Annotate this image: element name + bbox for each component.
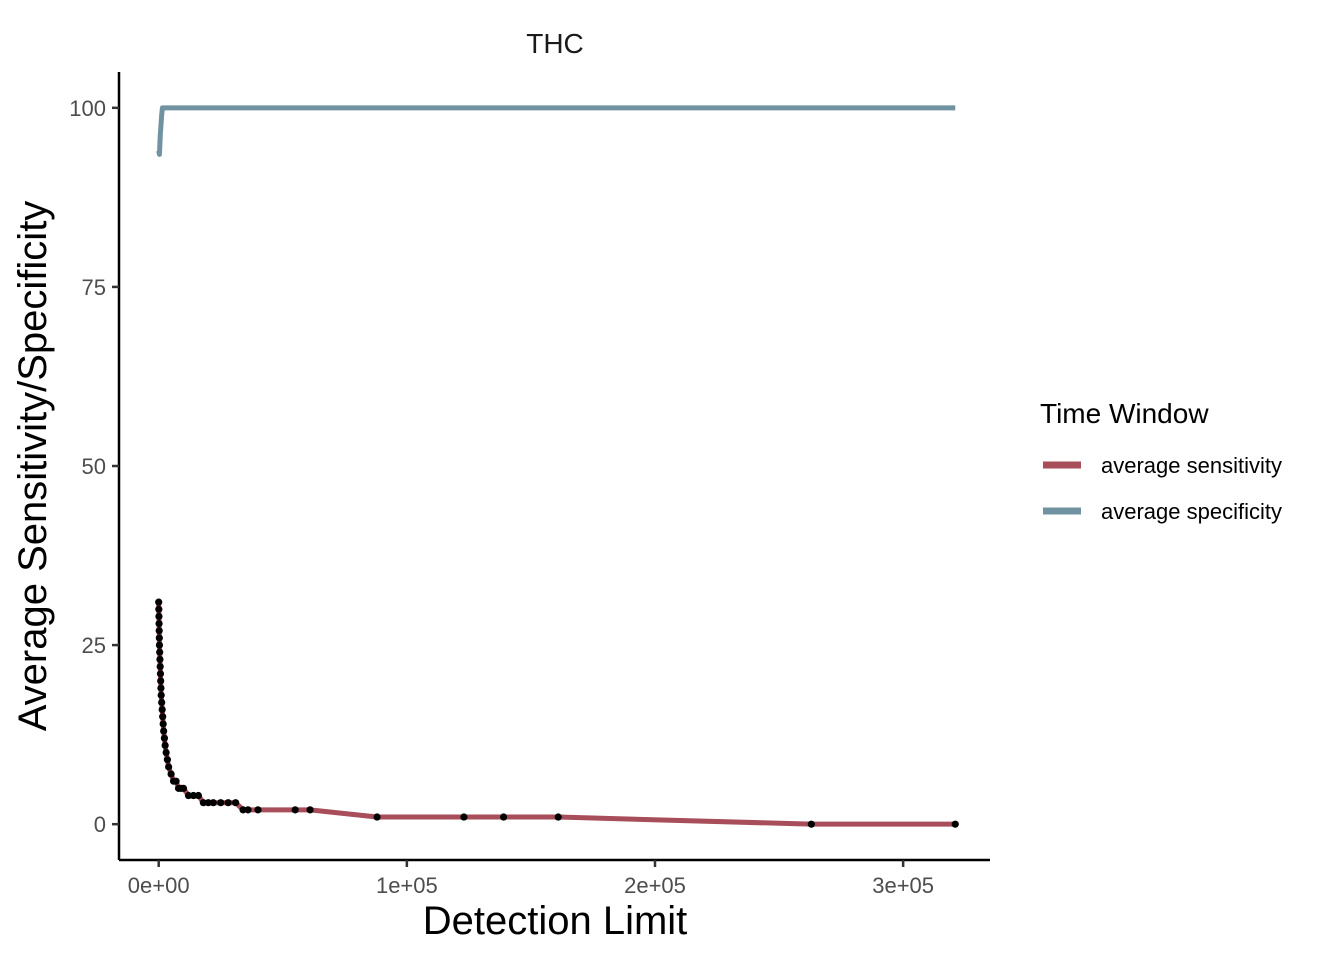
average-sensitivity-point	[160, 734, 169, 742]
legend-items: average sensitivity average specificity	[1043, 453, 1282, 524]
average-sensitivity-point	[217, 799, 225, 807]
average-sensitivity-point	[184, 791, 193, 800]
average-sensitivity-point	[204, 799, 212, 807]
average-sensitivity-point	[160, 727, 168, 735]
average-sensitivity-point	[224, 799, 232, 807]
average-specificity-line	[156, 105, 956, 157]
y-tick-label: 0	[94, 812, 106, 837]
average-sensitivity-point	[156, 648, 164, 656]
y-tick-label: 75	[82, 275, 106, 300]
average-sensitivity-point	[179, 784, 188, 792]
average-sensitivity-point	[157, 684, 165, 692]
average-sensitivity-point	[155, 612, 163, 621]
average-sensitivity-point	[306, 806, 314, 814]
x-tick-label: 2e+05	[624, 873, 686, 898]
average-sensitivity-point	[155, 620, 163, 628]
chart-title: THC	[526, 28, 584, 59]
average-sensitivity-point	[244, 806, 252, 814]
legend-label: average specificity	[1101, 499, 1282, 524]
average-sensitivity-point	[161, 741, 169, 749]
x-axis-title: Detection Limit	[423, 899, 688, 943]
average-sensitivity-point	[156, 662, 164, 671]
average-sensitivity-point	[554, 813, 562, 821]
average-sensitivity-point	[159, 713, 167, 721]
average-sensitivity-point	[460, 813, 468, 821]
average-sensitivity-point	[232, 799, 240, 807]
y-tick-label: 50	[82, 454, 106, 479]
average-sensitivity-point	[155, 627, 163, 635]
average-sensitivity-point	[159, 720, 167, 728]
average-sensitivity-point	[239, 806, 247, 814]
average-sensitivity-point	[194, 791, 203, 800]
legend-title: Time Window	[1040, 398, 1209, 429]
y-tick-label: 100	[69, 96, 106, 121]
x-tick-label: 1e+05	[376, 873, 438, 898]
series-layer	[155, 105, 959, 828]
average-sensitivity-point	[189, 791, 198, 800]
average-sensitivity-point	[807, 820, 815, 828]
x-tick-label: 0e+00	[128, 873, 190, 898]
average-sensitivity-point	[951, 820, 959, 828]
average-sensitivity-point	[158, 698, 166, 707]
average-sensitivity-point	[156, 655, 164, 664]
x-tick-label: 3e+05	[872, 873, 934, 898]
y-axis-title: Average Sensitivity/Specificity	[11, 201, 55, 732]
ticks-layer: 0 25 50 75 100 0e+00 1e+05 2e+05 3e+05	[69, 96, 934, 898]
average-sensitivity-point	[155, 641, 164, 649]
average-sensitivity-point	[500, 813, 508, 821]
average-sensitivity-point	[373, 813, 381, 821]
average-sensitivity-point	[209, 799, 217, 807]
average-sensitivity-point	[158, 705, 166, 714]
axes-layer	[117, 72, 990, 862]
average-sensitivity-point	[254, 806, 262, 814]
average-sensitivity-point	[156, 670, 165, 678]
average-sensitivity-point	[155, 634, 163, 642]
average-sensitivity-point	[167, 770, 175, 778]
average-sensitivity-point	[163, 756, 171, 764]
average-sensitivity-point	[157, 691, 165, 699]
average-sensitivity-point	[199, 799, 207, 807]
average-sensitivity-point	[291, 806, 299, 814]
average-sensitivity-point	[172, 777, 180, 785]
average-sensitivity-point	[162, 748, 170, 757]
legend-label: average sensitivity	[1101, 453, 1282, 478]
average-sensitivity-point	[157, 677, 165, 685]
average-sensitivity-point	[165, 763, 173, 771]
average-sensitivity-point	[155, 598, 163, 606]
average-sensitivity-point	[155, 605, 163, 613]
average-sensitivity-line	[156, 602, 956, 827]
y-tick-label: 25	[82, 633, 106, 658]
